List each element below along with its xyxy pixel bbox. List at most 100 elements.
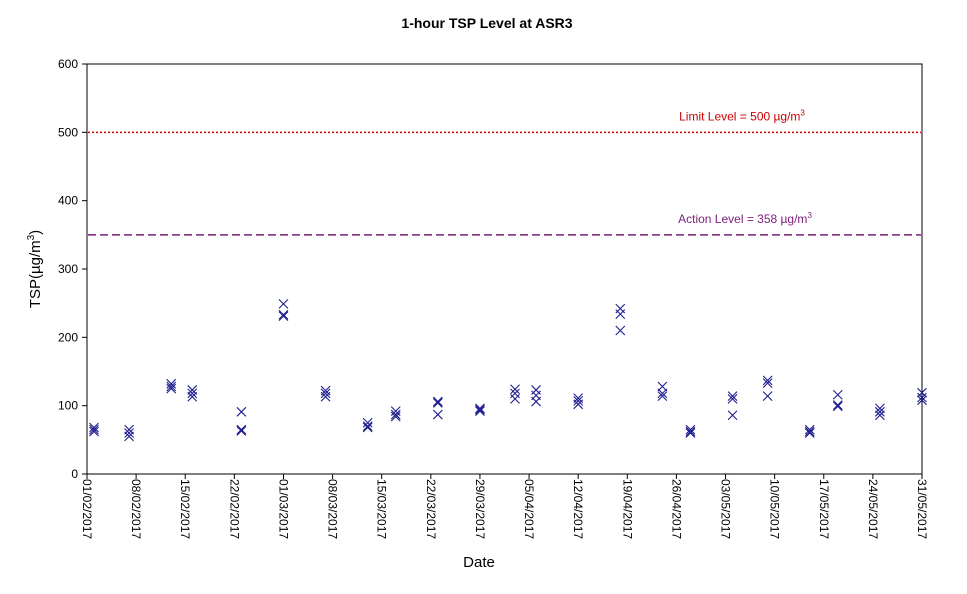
data-point [875, 403, 885, 414]
data-point [510, 384, 520, 395]
data-point [362, 417, 373, 428]
data-point [685, 428, 696, 438]
x-axis: 01/02/2017 08/02/2017 15/02/2017 22/02/2017… [80, 474, 929, 539]
data-point [917, 395, 927, 406]
x-axis-title: Date [463, 554, 495, 571]
data-point [236, 424, 247, 435]
data-point [510, 393, 520, 404]
reference-label-superscript: 3 [807, 211, 812, 220]
data-point [531, 396, 541, 407]
data-point [804, 428, 815, 438]
data-point [804, 424, 815, 435]
data-point [475, 404, 485, 415]
data-point [657, 381, 668, 392]
x-tick-label: 08/02/2017 [129, 479, 143, 539]
y-axis-title-close: ) [27, 230, 44, 235]
x-tick-label: 01/02/2017 [80, 479, 94, 539]
chart-title: 1-hour TSP Level at ASR3 [401, 15, 572, 31]
data-point [657, 388, 668, 399]
reference-label-superscript: 3 [800, 108, 805, 117]
data-point [875, 410, 885, 421]
x-tick-label: 01/03/2017 [276, 479, 290, 539]
data-point [278, 309, 289, 320]
y-tick-label: 400 [58, 194, 78, 208]
data-point [432, 409, 443, 420]
data-point [685, 424, 696, 435]
y-axis-title-superscript: 3 [26, 234, 37, 240]
data-point [475, 406, 485, 417]
data-point [573, 395, 584, 406]
x-tick-label: 10/05/2017 [768, 479, 782, 539]
x-tick-label: 15/02/2017 [178, 479, 192, 539]
data-point [573, 399, 584, 410]
x-tick-label: 29/03/2017 [473, 479, 487, 539]
y-axis-title: TSP(µg/m3) [26, 230, 44, 308]
data-point [531, 385, 541, 395]
y-tick-label: 200 [58, 330, 78, 344]
x-tick-label: 24/05/2017 [866, 479, 880, 539]
data-point [917, 392, 927, 403]
data-point [685, 426, 696, 437]
data-point [187, 391, 198, 402]
x-tick-label: 31/05/2017 [915, 479, 929, 539]
data-point [510, 388, 520, 399]
x-tick-label: 12/04/2017 [571, 479, 585, 539]
data-point [124, 424, 134, 435]
data-point [89, 426, 99, 437]
data-point [615, 303, 626, 314]
data-point [320, 391, 331, 402]
data-points [89, 298, 927, 442]
x-tick-label: 26/04/2017 [669, 479, 683, 539]
x-tick-label: 22/03/2017 [424, 479, 438, 539]
x-tick-label: 03/05/2017 [719, 479, 733, 539]
data-point [89, 422, 99, 433]
data-point [804, 426, 815, 437]
data-point [762, 391, 773, 401]
data-point [362, 422, 373, 433]
x-tick-label: 17/05/2017 [817, 479, 831, 539]
x-tick-label: 22/02/2017 [227, 479, 241, 539]
data-point [475, 403, 485, 414]
data-point [615, 325, 626, 336]
y-tick-label: 0 [71, 467, 78, 481]
reference-label-text: Action Level = 358 µg/m [678, 212, 807, 226]
data-point [727, 393, 738, 404]
data-point [89, 424, 99, 435]
data-point [657, 391, 668, 401]
y-axis: 0 100 200 300 400 500 600 [58, 57, 87, 481]
x-tick-label: 08/03/2017 [326, 479, 340, 539]
data-point [390, 411, 401, 422]
reference-label-text: Limit Level = 500 µg/m [679, 109, 800, 123]
data-point [236, 406, 247, 417]
action-level-label: Action Level = 358 µg/m3 [678, 211, 812, 226]
data-point [875, 406, 885, 417]
y-tick-label: 500 [58, 125, 78, 139]
data-point [432, 398, 443, 408]
data-point [278, 298, 289, 309]
data-point [166, 383, 177, 394]
x-tick-label: 15/03/2017 [375, 479, 389, 539]
limit-level-label: Limit Level = 500 µg/m3 [679, 108, 805, 123]
data-point [727, 410, 738, 421]
data-point [320, 388, 331, 399]
data-point [762, 378, 773, 389]
data-point [187, 388, 198, 399]
data-point [727, 391, 738, 401]
data-point [124, 428, 134, 438]
data-point [762, 375, 773, 386]
data-point [166, 378, 177, 389]
y-tick-label: 600 [58, 57, 78, 71]
data-point [917, 387, 927, 398]
data-point [166, 381, 177, 392]
data-point [362, 421, 373, 432]
data-point [124, 431, 134, 442]
data-point [390, 409, 401, 420]
x-tick-label: 05/04/2017 [522, 479, 536, 539]
data-point [832, 389, 843, 400]
data-point [236, 426, 247, 436]
data-point [187, 385, 198, 395]
y-tick-label: 100 [58, 399, 78, 413]
data-point [832, 400, 843, 410]
